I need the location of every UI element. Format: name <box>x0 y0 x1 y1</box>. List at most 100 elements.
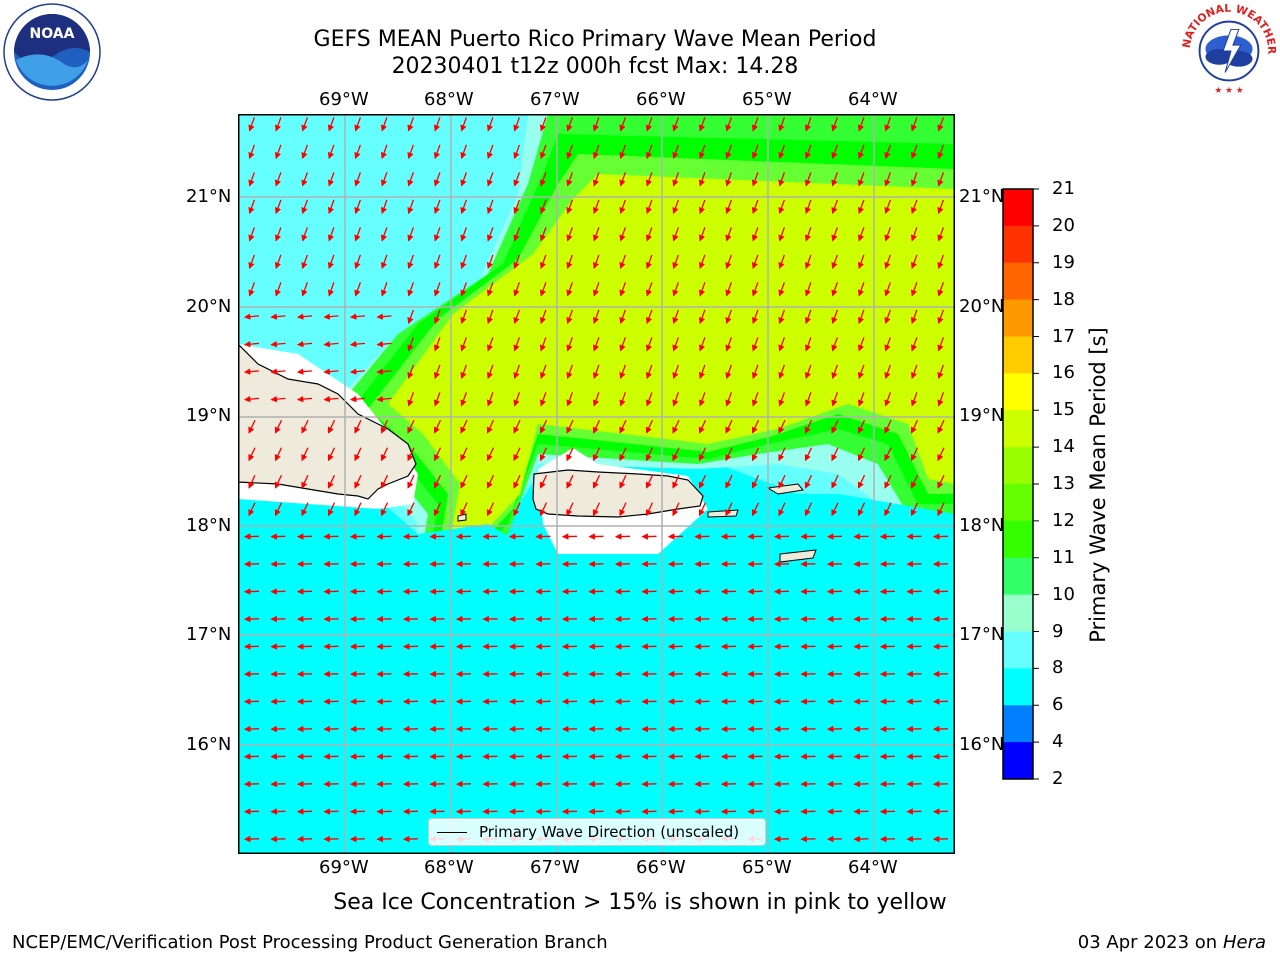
wave-arrow <box>857 309 865 325</box>
wave-arrow <box>539 474 548 489</box>
wave-arrow <box>725 227 733 242</box>
colorbar-segment <box>1003 447 1033 485</box>
wave-arrow <box>672 254 680 270</box>
wave-arrow <box>433 337 441 352</box>
wave-arrow <box>323 395 339 403</box>
wave-arrow <box>248 227 256 242</box>
wave-arrow <box>910 199 918 215</box>
wave-arrow <box>619 227 627 242</box>
colorbar-tick-label: 9 <box>1052 620 1064 642</box>
wave-arrow <box>910 282 918 297</box>
wave-arrow <box>354 282 362 297</box>
wave-arrow <box>486 447 495 462</box>
colorbar-segment <box>1003 189 1033 227</box>
wave-arrow <box>274 502 283 517</box>
wave-arrow <box>857 392 865 407</box>
wave-arrow <box>433 199 441 215</box>
wave-arrow <box>804 502 813 517</box>
wave-arrow <box>804 144 812 160</box>
wave-arrow <box>486 172 494 187</box>
colorbar-tick-label: 21 <box>1052 178 1075 199</box>
wave-arrow <box>778 364 786 380</box>
wave-arrow <box>910 419 919 434</box>
colorbar-tick-label: 12 <box>1052 509 1075 531</box>
wave-arrow <box>884 474 892 489</box>
wave-arrow <box>296 313 313 320</box>
wave-arrow <box>274 227 282 242</box>
wave-arrow <box>937 364 945 380</box>
wave-arrow <box>301 447 309 462</box>
lon-top-label-68w: 68°W <box>424 89 474 110</box>
wave-arrow <box>274 282 282 297</box>
wave-arrow <box>751 117 759 132</box>
wave-arrow <box>296 368 313 375</box>
lon-bottom-label-64w: 64°W <box>848 857 898 878</box>
wave-arrow <box>778 419 786 434</box>
wave-arrow <box>831 309 839 325</box>
wave-arrow <box>804 337 812 352</box>
wave-arrow <box>248 502 256 517</box>
wave-arrow <box>857 144 865 160</box>
wave-arrow <box>248 282 256 297</box>
wave-arrow <box>327 172 335 187</box>
wave-arrow <box>460 502 468 517</box>
wave-arrow <box>486 144 494 160</box>
wave-arrow <box>407 474 415 489</box>
wave-arrow <box>296 395 313 403</box>
lat-left-label-18n: 18°N <box>186 515 232 536</box>
wave-arrow <box>354 254 362 270</box>
wave-arrow <box>619 419 627 434</box>
wave-arrow <box>513 144 521 160</box>
wave-arrow <box>672 337 680 352</box>
wave-arrow <box>376 313 392 320</box>
wave-arrow <box>539 227 547 242</box>
wave-arrow <box>460 117 468 132</box>
wave-arrow <box>248 199 256 215</box>
wave-arrow <box>274 144 282 160</box>
colorbar-segment <box>1003 299 1033 337</box>
wave-arrow <box>433 172 441 187</box>
wave-arrow <box>592 502 601 517</box>
wave-arrow <box>539 117 547 132</box>
wave-arrow <box>248 419 256 434</box>
wave-arrow <box>354 144 362 160</box>
wave-arrow <box>433 227 441 242</box>
wave-arrow <box>831 447 839 462</box>
colorbar-tick-label: 13 <box>1052 473 1075 494</box>
wave-arrow <box>460 447 468 462</box>
wave-arrow <box>274 419 283 434</box>
wave-arrow <box>433 364 441 380</box>
wave-arrow <box>539 337 547 352</box>
wave-arrow <box>486 309 494 325</box>
colorbar-tick-label: 14 <box>1052 436 1075 458</box>
wave-arrow <box>354 419 362 434</box>
wave-arrow <box>592 419 601 434</box>
wave-arrow <box>460 254 468 270</box>
wave-arrow <box>539 419 548 434</box>
wave-arrow <box>243 313 260 320</box>
wave-arrow <box>804 309 812 325</box>
wave-arrow <box>884 419 892 434</box>
wave-arrow <box>831 172 839 187</box>
wave-arrow <box>884 337 892 352</box>
colorbar-segment <box>1003 484 1033 522</box>
wave-arrow <box>698 419 707 434</box>
wave-arrow <box>539 502 548 517</box>
wave-arrow <box>566 392 574 407</box>
footer-date-text: 03 Apr 2023 on <box>1077 932 1223 953</box>
colorbar-tick-label: 17 <box>1052 325 1075 347</box>
wave-arrow <box>804 227 812 242</box>
wave-arrow <box>857 172 865 187</box>
wave-arrow <box>645 502 654 517</box>
colorbar-segment <box>1003 742 1033 780</box>
wave-arrow <box>539 254 547 270</box>
wave-arrow <box>354 474 362 489</box>
colorbar-segment <box>1003 705 1033 743</box>
wave-arrow <box>672 447 680 462</box>
wave-arrow <box>354 447 362 462</box>
wave-arrow <box>672 309 680 325</box>
wave-arrow <box>751 419 760 434</box>
colorbar-segment <box>1003 631 1033 669</box>
wave-arrow <box>804 117 812 132</box>
wave-arrow <box>884 172 892 187</box>
